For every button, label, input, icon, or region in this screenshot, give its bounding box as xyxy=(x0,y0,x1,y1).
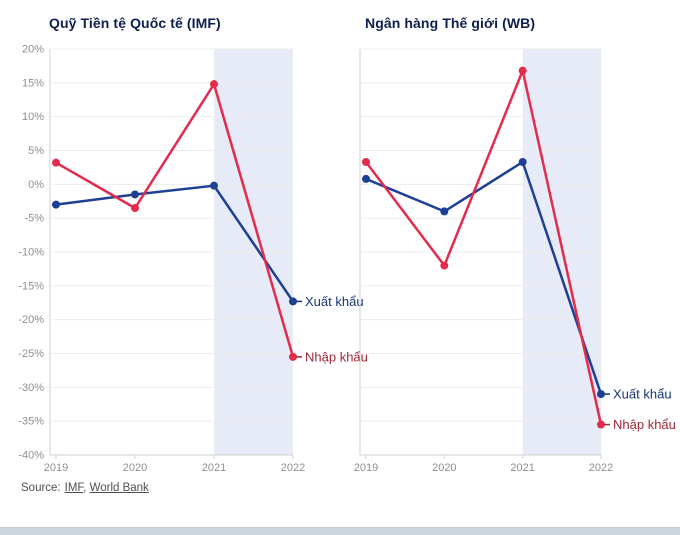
data-point-import xyxy=(362,158,370,167)
series-end-label-import: Nhập khẩu xyxy=(613,417,676,432)
series-line-export xyxy=(365,160,603,395)
data-point-import xyxy=(131,204,139,213)
imf-chart-plot: 20% 15% 10% 5% 0% -5% -10% -15% -20% -25% -30% -35%… xyxy=(18,44,368,475)
data-point-import xyxy=(440,261,449,270)
series-end-label-export: Xuất khẩu xyxy=(613,387,672,402)
data-point-import xyxy=(289,352,297,361)
data-point-export xyxy=(440,207,449,216)
series-line-export xyxy=(55,184,295,303)
data-point-export xyxy=(518,158,527,167)
x-tick-label: 2022 xyxy=(281,462,305,474)
data-point-export xyxy=(131,190,139,199)
y-tick-label: -25% xyxy=(18,348,44,360)
y-tick-label: -20% xyxy=(18,314,44,326)
x-tick-label: 2021 xyxy=(202,462,226,474)
data-point-export xyxy=(210,181,218,190)
data-point-import xyxy=(52,158,60,167)
bottom-divider-strip xyxy=(0,527,680,535)
y-tick-label: -40% xyxy=(18,450,44,462)
y-tick-label: -30% xyxy=(18,382,44,394)
y-tick-label: -15% xyxy=(18,280,44,292)
source-link-worldbank[interactable]: World Bank xyxy=(89,482,149,494)
x-tick-label: 2019 xyxy=(44,462,68,474)
data-point-export xyxy=(596,390,605,399)
y-tick-label: -5% xyxy=(24,213,44,225)
x-tick-label: 2021 xyxy=(510,462,534,474)
y-tick-label: -10% xyxy=(18,247,44,259)
x-tick-label: 2020 xyxy=(123,462,147,474)
source-comma: , xyxy=(83,482,87,494)
series-line-import xyxy=(365,69,603,425)
y-tick-label: 5% xyxy=(28,145,44,157)
data-point-import xyxy=(518,66,527,75)
data-point-export xyxy=(52,200,60,209)
y-tick-label: 15% xyxy=(22,77,44,89)
wb-chart-plot: 2019 2020 2021 2022 Xuất khẩu Nhập khẩu xyxy=(354,48,676,474)
x-tick-label: 2022 xyxy=(589,462,613,474)
y-tick-label: 10% xyxy=(22,111,44,123)
data-point-export xyxy=(289,297,297,306)
imf-chart-title: Quỹ Tiền tệ Quốc tế (IMF) xyxy=(49,15,221,31)
data-point-import xyxy=(210,80,218,89)
y-tick-label: -35% xyxy=(18,416,44,428)
series-line-import xyxy=(55,82,295,358)
source-link-imf[interactable]: IMF xyxy=(64,482,84,494)
y-tick-label: 0% xyxy=(28,179,44,191)
series-end-label-export: Xuất khẩu xyxy=(305,294,364,309)
data-point-import xyxy=(596,420,605,429)
wb-chart-title: Ngân hàng Thế giới (WB) xyxy=(365,15,536,31)
data-point-export xyxy=(362,174,370,183)
x-tick-label: 2020 xyxy=(432,462,456,474)
x-tick-label: 2019 xyxy=(354,462,378,474)
series-end-label-import: Nhập khẩu xyxy=(305,349,368,364)
source-label: Source: xyxy=(21,482,61,494)
y-tick-label: 20% xyxy=(22,44,44,56)
source-attribution: Source: IMF, World Bank xyxy=(21,482,149,494)
